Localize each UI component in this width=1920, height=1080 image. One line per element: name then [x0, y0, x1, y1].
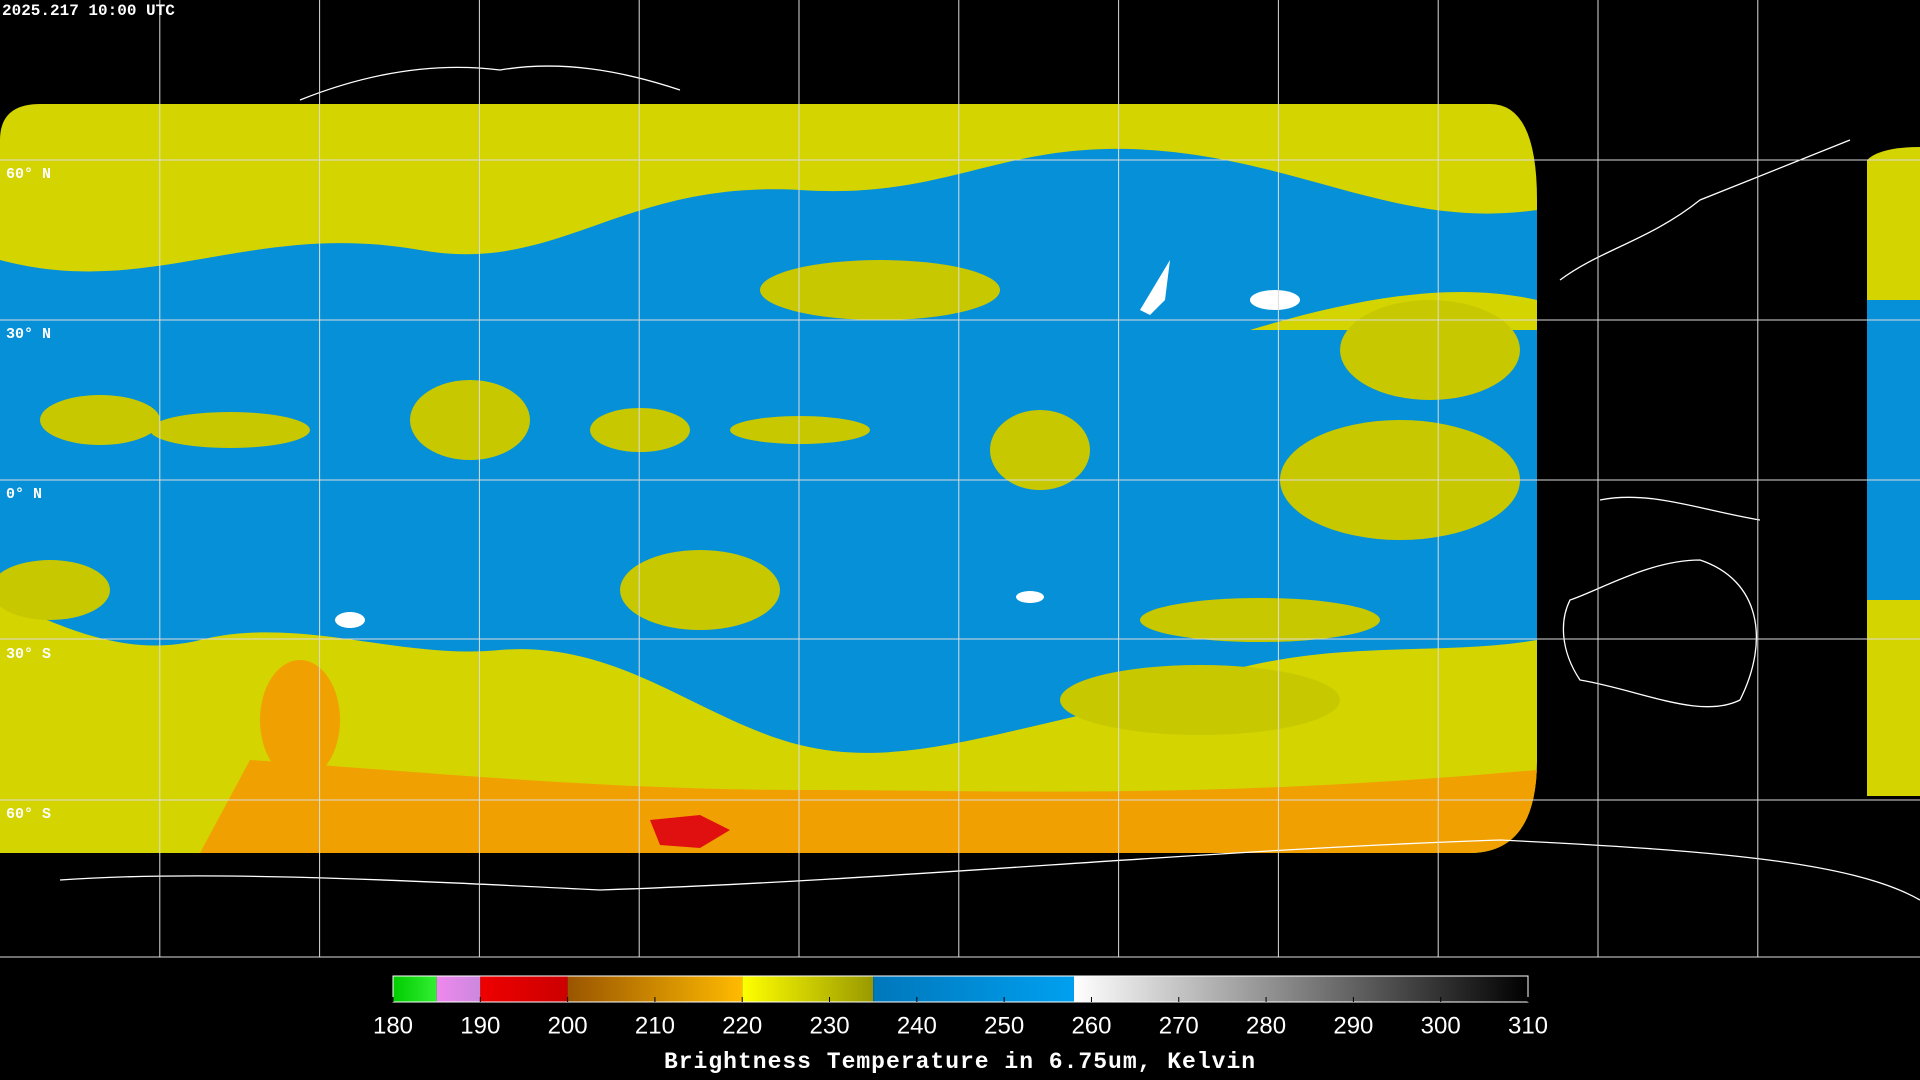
latitude-label: 0° N	[6, 486, 42, 503]
latitude-labels: 60° N 30° N 0° N 30° S 60° S	[6, 166, 51, 823]
colorbar-segment	[393, 976, 437, 1002]
colorbar-tick-label: 210	[635, 1012, 675, 1039]
colorbar-tick-label: 290	[1333, 1012, 1373, 1039]
warm-spots	[335, 260, 1300, 628]
colorbar-tick-label: 280	[1246, 1012, 1286, 1039]
timestamp: 2025.217 10:00 UTC	[2, 2, 175, 20]
colorbar: 180 190 200 210 220 230 240 250 260 270 280 290 300 3…	[373, 975, 1548, 1075]
colorbar-tick-label: 180	[373, 1012, 413, 1039]
colorbar-tick-label: 310	[1508, 1012, 1548, 1039]
very-cold-spot	[650, 815, 730, 848]
colorbar-frame	[392, 975, 1529, 1003]
colorbar-segment	[742, 976, 874, 1002]
water-vapor-imagery	[0, 104, 1537, 853]
colorbar-tick-label: 230	[810, 1012, 850, 1039]
colorbar-segment	[436, 976, 481, 1002]
colorbar-segment	[480, 976, 568, 1002]
colorbar-title: Brightness Temperature in 6.75um, Kelvin	[664, 1049, 1256, 1075]
colorbar-tick-label: 270	[1159, 1012, 1199, 1039]
latitude-label: 60° N	[6, 166, 51, 183]
wrapped-moist-layer	[1867, 300, 1920, 600]
latitude-label: 30° N	[6, 326, 51, 343]
coastlines	[59, 65, 1920, 901]
colorbar-segment	[1074, 976, 1528, 1002]
colorbar-tick-label: 260	[1071, 1012, 1111, 1039]
colorbar-tick-label: 240	[897, 1012, 937, 1039]
graticule	[0, 0, 1920, 958]
colorbar-tick-label: 190	[460, 1012, 500, 1039]
colorbar-tick-label: 200	[548, 1012, 588, 1039]
cloud-clusters	[0, 260, 1520, 735]
latitude-label: 30° S	[6, 646, 51, 663]
latitude-label: 60° S	[6, 806, 51, 823]
colorbar-tick-label: 220	[722, 1012, 762, 1039]
colorbar-tick-label: 300	[1421, 1012, 1461, 1039]
colorbar-tick-label: 250	[984, 1012, 1024, 1039]
colorbar-segment	[873, 976, 1074, 1002]
